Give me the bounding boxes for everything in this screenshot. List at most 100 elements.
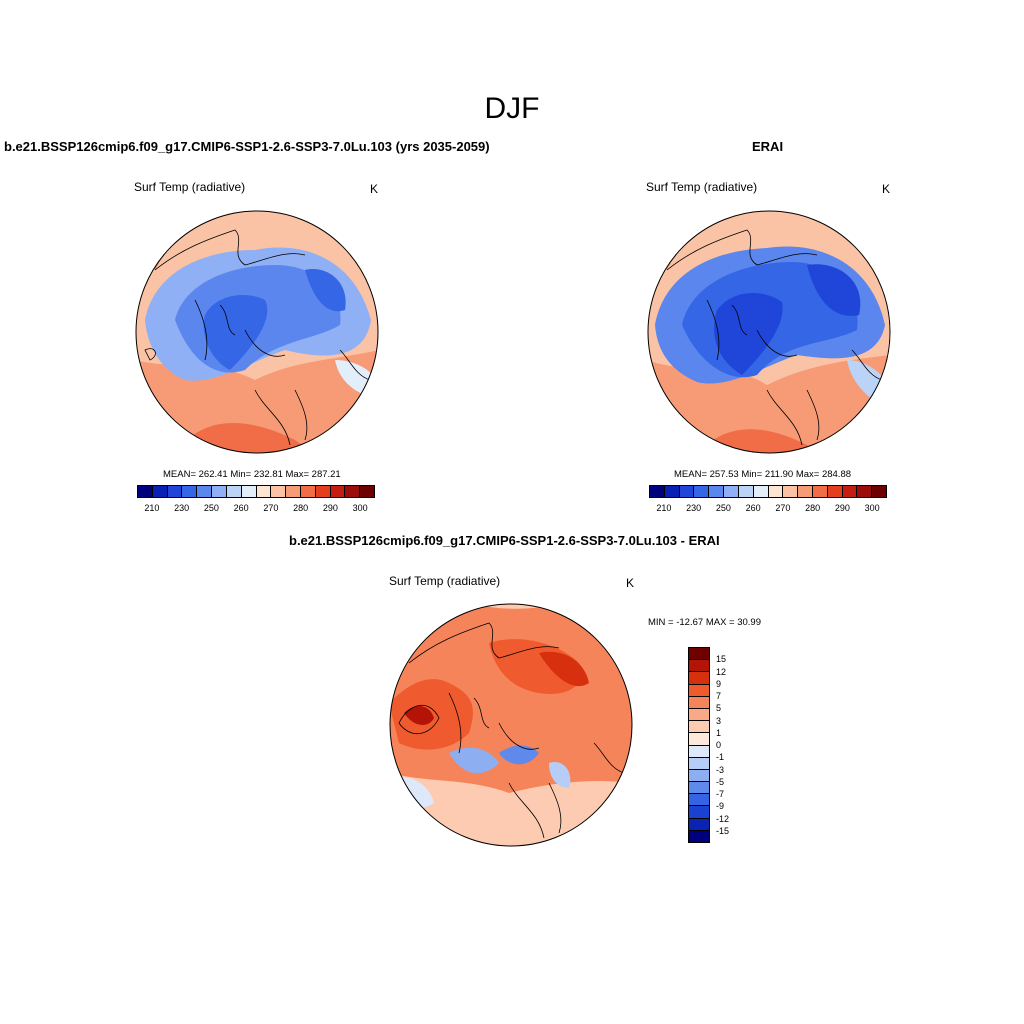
- colorbar-swatch: [724, 486, 739, 497]
- colorbar-tick-label: 290: [834, 503, 850, 513]
- colorbar-swatch: [768, 486, 784, 497]
- colorbar-swatch: [330, 486, 346, 497]
- colorbar-swatch: [167, 486, 183, 497]
- colorbar-tick-label: 270: [775, 503, 791, 513]
- colorbar-swatch: [300, 486, 316, 497]
- colorbar-swatch: [689, 830, 709, 842]
- colorbar-tick-label: -15: [716, 825, 730, 836]
- panel-2-stats: MEAN= 257.53 Min= 211.90 Max= 284.88: [674, 469, 852, 480]
- colorbar-tick-label: 300: [864, 503, 880, 513]
- panel-1-colorbar-labels: 210 230 250 260 270 280 290 300: [137, 503, 375, 515]
- panel-1-stats: MEAN= 262.41 Min= 232.81 Max= 287.21: [163, 469, 341, 480]
- panel-1-title: b.e21.BSSP126cmip6.f09_g17.CMIP6-SSP1-2.…: [4, 139, 490, 154]
- colorbar-tick-label: 230: [174, 503, 190, 513]
- panel-1-polar-map: [135, 210, 379, 454]
- colorbar-swatch: [689, 660, 709, 673]
- colorbar-tick-label: 280: [293, 503, 309, 513]
- panel-1-colorbar: [137, 485, 375, 498]
- colorbar-swatch: [689, 818, 709, 831]
- colorbar-swatch: [689, 794, 709, 807]
- colorbar-swatch: [689, 672, 709, 685]
- panel-2-colorbar-labels: 210 230 250 260 270 280 290 300: [649, 503, 887, 515]
- colorbar-swatch: [689, 733, 709, 746]
- colorbar-tick-label: 250: [203, 503, 219, 513]
- colorbar-tick-label: -3: [716, 764, 725, 775]
- panel-2-title: ERAI: [752, 139, 784, 154]
- colorbar-swatch: [138, 486, 153, 497]
- colorbar-tick-label: 230: [686, 503, 702, 513]
- colorbar-tick-label: 250: [715, 503, 731, 513]
- colorbar-tick-label: 12: [716, 666, 727, 677]
- panel-3-polar-map: [389, 603, 633, 847]
- colorbar-tick-label: 5: [716, 703, 722, 714]
- colorbar-swatch: [783, 486, 799, 497]
- colorbar-swatch: [689, 757, 709, 770]
- panel-2-polar-map: [647, 210, 891, 454]
- colorbar-swatch: [689, 745, 709, 758]
- colorbar-swatch: [212, 486, 227, 497]
- colorbar-tick-label: 210: [144, 503, 160, 513]
- colorbar-swatch: [271, 486, 287, 497]
- colorbar-swatch: [842, 486, 858, 497]
- panel-2-units-label: K: [882, 182, 891, 196]
- colorbar-swatch: [689, 708, 709, 722]
- colorbar-tick-label: -7: [716, 789, 725, 799]
- colorbar-swatch: [689, 684, 709, 697]
- colorbar-tick-label: 0: [716, 740, 722, 750]
- colorbar-tick-label: 290: [322, 503, 338, 513]
- panel-2-variable-label: Surf Temp (radiative): [646, 180, 758, 194]
- colorbar-swatch: [689, 721, 709, 734]
- panel-3-stats: MIN = -12.67 MAX = 30.99: [648, 617, 762, 628]
- colorbar-tick-label: -12: [716, 813, 730, 824]
- colorbar-tick-label: 280: [805, 503, 821, 513]
- colorbar-tick-label: -9: [716, 801, 725, 812]
- colorbar-tick-label: 1: [716, 727, 722, 738]
- colorbar-swatch: [679, 486, 695, 497]
- colorbar-swatch: [152, 486, 168, 497]
- panel-3-units-label: K: [626, 576, 635, 590]
- colorbar-swatch: [689, 696, 709, 709]
- colorbar-swatch: [256, 486, 272, 497]
- panel-3-title: b.e21.BSSP126cmip6.f09_g17.CMIP6-SSP1-2.…: [289, 533, 720, 548]
- colorbar-swatch: [827, 486, 843, 497]
- panel-3-colorbar-labels: 15 12 9 7 5 3 1 0 -1 -3 -5 -7 -9 -12 -15: [716, 647, 746, 843]
- colorbar-tick-label: 15: [716, 654, 727, 665]
- panel-1-units-label: K: [370, 182, 379, 196]
- colorbar-swatch: [857, 486, 873, 497]
- colorbar-swatch: [664, 486, 680, 497]
- colorbar-tick-label: 7: [716, 691, 722, 701]
- colorbar-swatch: [360, 486, 374, 497]
- colorbar-swatch: [650, 486, 665, 497]
- colorbar-swatch: [872, 486, 886, 497]
- figure-title: DJF: [484, 92, 540, 125]
- colorbar-swatch: [738, 486, 754, 497]
- colorbar-swatch: [689, 782, 709, 795]
- colorbar-swatch: [753, 486, 769, 497]
- colorbar-swatch: [286, 486, 301, 497]
- colorbar-tick-label: -5: [716, 776, 725, 787]
- colorbar-swatch: [709, 486, 725, 497]
- colorbar-swatch: [197, 486, 213, 497]
- colorbar-tick-label: 260: [745, 503, 761, 513]
- colorbar-tick-label: 9: [716, 678, 722, 689]
- colorbar-swatch: [345, 486, 361, 497]
- panel-3-colorbar: [688, 647, 710, 843]
- colorbar-tick-label: 300: [352, 503, 368, 513]
- colorbar-tick-label: 270: [263, 503, 279, 513]
- colorbar-swatch: [694, 486, 710, 497]
- colorbar-swatch: [241, 486, 257, 497]
- colorbar-tick-label: 210: [656, 503, 672, 513]
- colorbar-swatch: [689, 806, 709, 819]
- colorbar-swatch: [689, 769, 709, 783]
- colorbar-swatch: [689, 648, 709, 661]
- colorbar-swatch: [315, 486, 331, 497]
- colorbar-swatch: [182, 486, 198, 497]
- colorbar-swatch: [798, 486, 813, 497]
- colorbar-tick-label: 3: [716, 715, 722, 726]
- colorbar-swatch: [812, 486, 828, 497]
- colorbar-swatch: [226, 486, 242, 497]
- panel-1-variable-label: Surf Temp (radiative): [134, 180, 246, 194]
- panel-3-variable-label: Surf Temp (radiative): [389, 574, 501, 588]
- colorbar-tick-label: -1: [716, 752, 725, 763]
- colorbar-tick-label: 260: [233, 503, 249, 513]
